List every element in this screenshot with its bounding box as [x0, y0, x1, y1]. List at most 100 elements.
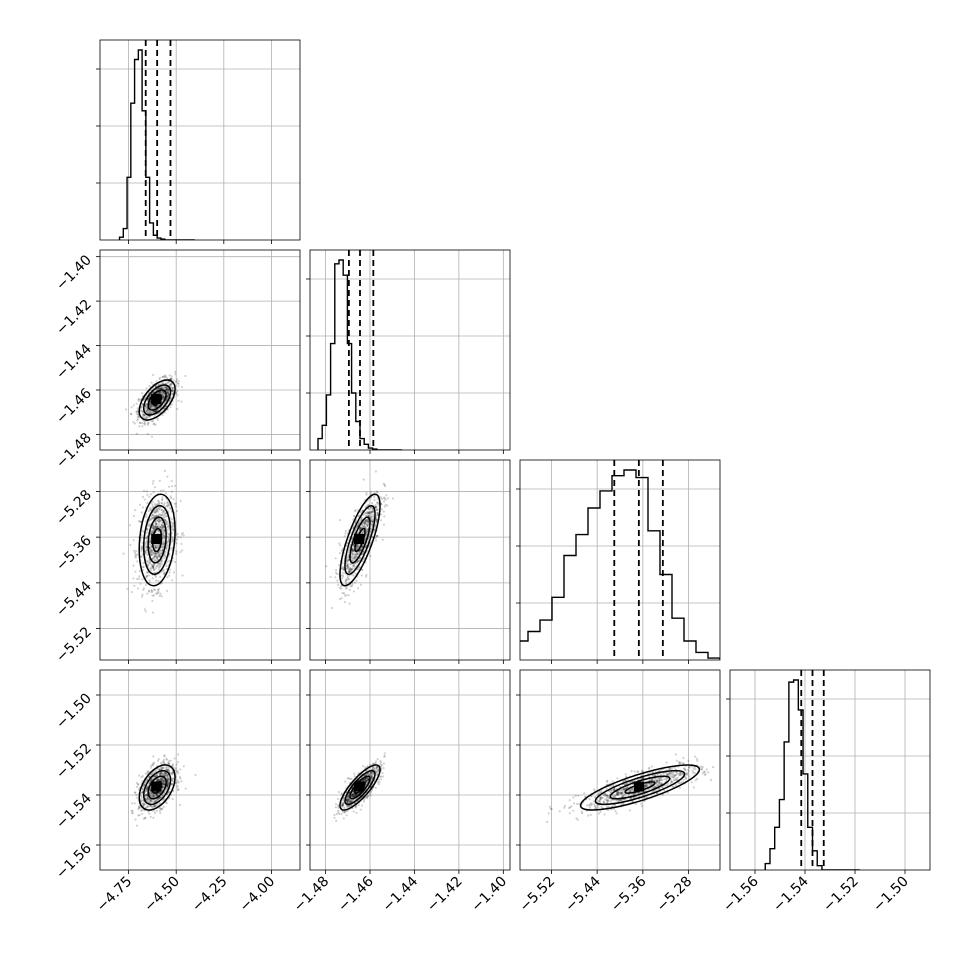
- scatter-point: [152, 793, 155, 796]
- scatter-point: [365, 533, 368, 536]
- scatter-point: [163, 502, 166, 505]
- scatter-point: [347, 563, 350, 566]
- scatter-point: [159, 519, 162, 522]
- scatter-point: [184, 787, 187, 790]
- scatter-point: [162, 542, 165, 545]
- scatter-point: [351, 556, 354, 559]
- scatter-point: [151, 525, 154, 529]
- scatter-point: [153, 804, 156, 807]
- scatter-point: [351, 567, 354, 570]
- scatter-point: [149, 410, 153, 413]
- scatter-point: [165, 388, 168, 391]
- scatter-point: [166, 773, 169, 777]
- scatter-point: [158, 391, 161, 394]
- scatter-point: [377, 503, 380, 506]
- scatter-point: [145, 546, 148, 549]
- scatter-point: [167, 790, 171, 793]
- scatter-point: [345, 564, 348, 568]
- scatter-point: [371, 511, 374, 514]
- scatter-point: [160, 560, 163, 563]
- scatter-point: [149, 791, 152, 794]
- scatter-point: [172, 529, 175, 532]
- scatter-point: [143, 784, 146, 787]
- scatter-point: [164, 386, 167, 389]
- scatter-point: [353, 772, 356, 775]
- scatter-point: [164, 771, 167, 775]
- scatter-point: [154, 544, 157, 547]
- scatter-point: [154, 522, 157, 525]
- scatter-point: [148, 781, 151, 784]
- scatter-point: [334, 576, 337, 579]
- scatter-point: [133, 549, 136, 552]
- scatter-point: [140, 555, 143, 558]
- scatter-point: [152, 423, 155, 426]
- scatter-point: [146, 535, 149, 538]
- scatter-point: [161, 785, 164, 789]
- scatter-point: [335, 813, 338, 816]
- scatter-point: [161, 391, 164, 394]
- scatter-point: [370, 772, 373, 775]
- scatter-point: [141, 566, 144, 569]
- scatter-point: [353, 566, 357, 569]
- scatter-point: [365, 519, 368, 522]
- scatter-point: [158, 555, 161, 559]
- scatter-point: [160, 387, 163, 390]
- scatter-point: [157, 590, 160, 593]
- scatter-point: [161, 780, 164, 783]
- scatter-point: [158, 768, 161, 771]
- scatter-point: [592, 800, 595, 803]
- scatter-point: [159, 772, 162, 775]
- scatter-point: [620, 789, 624, 792]
- scatter-point: [339, 519, 342, 522]
- scatter-point: [164, 518, 167, 522]
- scatter-point: [609, 800, 612, 803]
- scatter-point: [180, 780, 183, 783]
- scatter-point: [149, 506, 152, 509]
- scatter-point: [372, 515, 375, 518]
- scatter-point: [347, 793, 350, 796]
- scatter-point: [137, 416, 140, 419]
- scatter-point: [157, 507, 161, 510]
- scatter-point: [367, 512, 370, 515]
- scatter-point: [668, 772, 672, 775]
- scatter-point: [678, 772, 681, 775]
- scatter-point: [370, 774, 373, 777]
- scatter-point: [149, 523, 152, 526]
- scatter-point: [140, 791, 143, 795]
- scatter-point: [165, 388, 168, 391]
- scatter-point: [141, 812, 144, 815]
- scatter-point: [688, 775, 691, 778]
- scatter-point: [371, 521, 374, 524]
- scatter-point: [167, 776, 170, 779]
- scatter-point: [151, 553, 154, 556]
- scatter-point: [171, 523, 174, 526]
- scatter-point: [158, 553, 161, 556]
- scatter-point: [170, 490, 174, 493]
- scatter-point: [366, 510, 369, 514]
- scatter-point: [376, 774, 379, 777]
- scatter-point: [144, 416, 148, 419]
- scatter-point: [141, 529, 144, 532]
- scatter-point: [141, 785, 145, 788]
- scatter-point: [152, 795, 156, 798]
- scatter-point: [370, 506, 373, 509]
- scatter-point: [383, 755, 386, 758]
- scatter-point: [160, 595, 163, 598]
- scatter-point: [146, 560, 150, 563]
- scatter-point: [346, 565, 349, 568]
- scatter-point: [181, 574, 184, 577]
- scatter-point: [145, 409, 148, 413]
- scatter-point: [350, 800, 353, 803]
- scatter-point: [606, 799, 610, 802]
- scatter-point: [157, 588, 160, 591]
- scatter-point: [131, 802, 134, 805]
- scatter-point: [148, 410, 151, 413]
- scatter-point: [174, 505, 178, 508]
- scatter-point: [140, 550, 143, 553]
- scatter-point: [140, 546, 143, 549]
- scatter-point: [137, 398, 140, 401]
- scatter-point: [344, 780, 347, 783]
- scatter-point: [162, 773, 165, 777]
- scatter-point: [153, 552, 156, 555]
- scatter-point: [338, 542, 341, 545]
